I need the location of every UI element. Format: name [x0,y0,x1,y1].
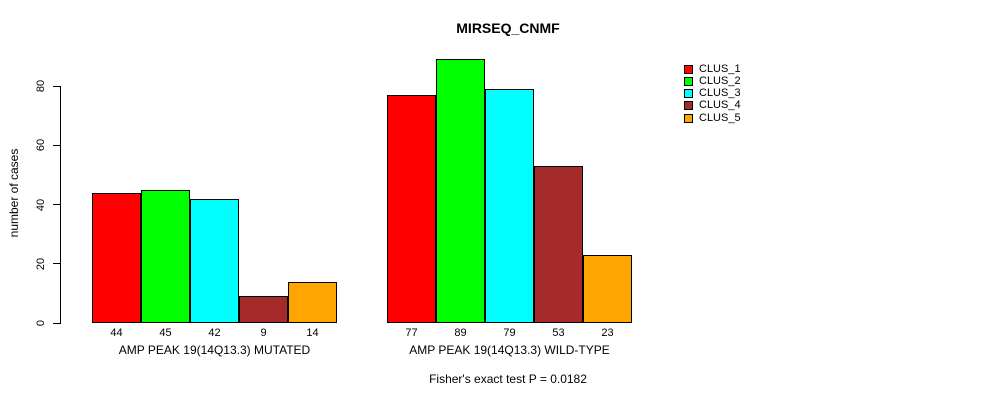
bar-value-label: 42 [208,327,221,339]
bar-value-label: 9 [260,327,267,339]
legend-label: CLUS_2 [699,74,741,87]
y-tick-mark-0 [53,322,60,324]
bar-clus_5-group2 [583,255,632,323]
bar-value-label: 45 [159,327,172,339]
y-axis-line [60,86,61,324]
legend-swatch-icon [684,89,693,99]
bar-clus_5-group1 [288,282,337,323]
y-tick-label-0: 0 [35,319,47,327]
legend-swatch-icon [684,113,693,123]
legend-item-clus_3: CLUS_3 [684,88,741,100]
bar-clus_2-group2 [436,59,485,323]
y-axis-title: number of cases [7,148,21,238]
legend-item-clus_4: CLUS_4 [684,100,741,112]
chart-title: MIRSEQ_CNMF [456,20,560,36]
bar-value-label: 79 [503,327,516,339]
bar-clus_1-group2 [387,95,436,323]
bar-clus_4-group2 [534,166,583,323]
bar-value-label: 89 [454,327,467,339]
bar-value-label: 23 [601,327,614,339]
y-tick-label-40: 40 [35,198,47,211]
fisher-test-annotation: Fisher's exact test P = 0.0182 [429,372,587,386]
legend-label: CLUS_3 [699,87,741,100]
bar-value-label: 44 [110,327,123,339]
y-tick-label-20: 20 [35,257,47,270]
bar-clus_4-group1 [239,296,288,323]
y-tick-mark-40 [53,204,60,205]
x-group-label-mutated: AMP PEAK 19(14Q13.3) MUTATED [118,343,311,357]
y-tick-mark-60 [53,144,60,146]
bar-clus_3-group1 [190,199,239,323]
legend-label: CLUS_1 [699,62,741,75]
x-group-label-wild-type: AMP PEAK 19(14Q13.3) WILD-TYPE [409,343,610,357]
legend-item-clus_5: CLUS_5 [684,112,741,124]
bar-value-label: 14 [306,327,319,339]
y-tick-mark-80 [53,85,60,87]
legend-swatch-icon [684,76,693,86]
bar-clus_3-group2 [485,89,534,323]
legend-label: CLUS_5 [699,111,741,124]
legend-swatch-icon [684,101,693,111]
y-tick-mark-20 [53,263,60,265]
legend-label: CLUS_4 [699,99,741,112]
legend-item-clus_1: CLUS_1 [684,63,741,75]
bar-value-label: 53 [552,327,565,339]
bar-clus_1-group1 [92,193,141,323]
bar-clus_2-group1 [141,190,190,323]
y-tick-label-80: 80 [35,79,47,93]
legend-item-clus_2: CLUS_2 [684,75,741,87]
legend-swatch-icon [684,64,693,74]
y-tick-label-60: 60 [35,139,47,152]
bar-value-label: 77 [405,327,418,339]
